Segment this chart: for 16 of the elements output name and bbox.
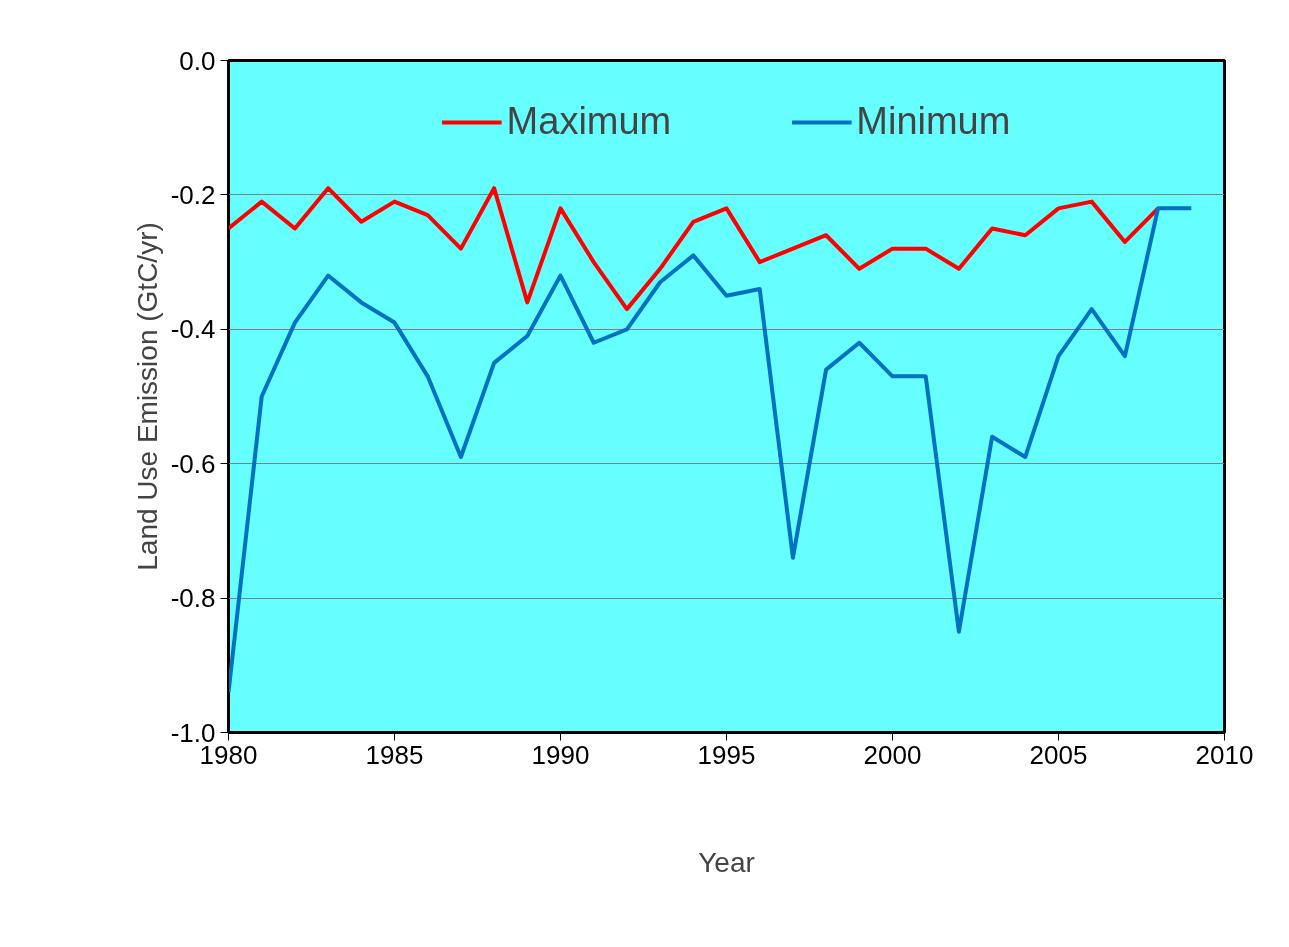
legend-label: Maximum — [506, 100, 672, 143]
y-tick-label: 0.0 — [179, 45, 216, 76]
x-tick-label: 2005 — [1029, 739, 1088, 770]
x-axis-title: Year — [698, 846, 755, 878]
x-tick-label: 1990 — [531, 739, 590, 770]
y-axis-title: Land Use Emission (GtC/yr) — [131, 222, 163, 571]
x-tick-label: 2000 — [863, 739, 922, 770]
x-tick-label: 2010 — [1195, 739, 1254, 770]
y-tick-label: -0.8 — [170, 583, 216, 614]
x-tick-label: 1985 — [365, 739, 424, 770]
y-tick-label: -0.4 — [170, 314, 216, 345]
legend-label: Minimum — [856, 100, 1011, 143]
line-series — [228, 206, 1194, 695]
y-tick-label: -0.2 — [170, 179, 216, 210]
y-tick-label: -0.6 — [170, 448, 216, 479]
x-tick-label: 1995 — [697, 739, 756, 770]
